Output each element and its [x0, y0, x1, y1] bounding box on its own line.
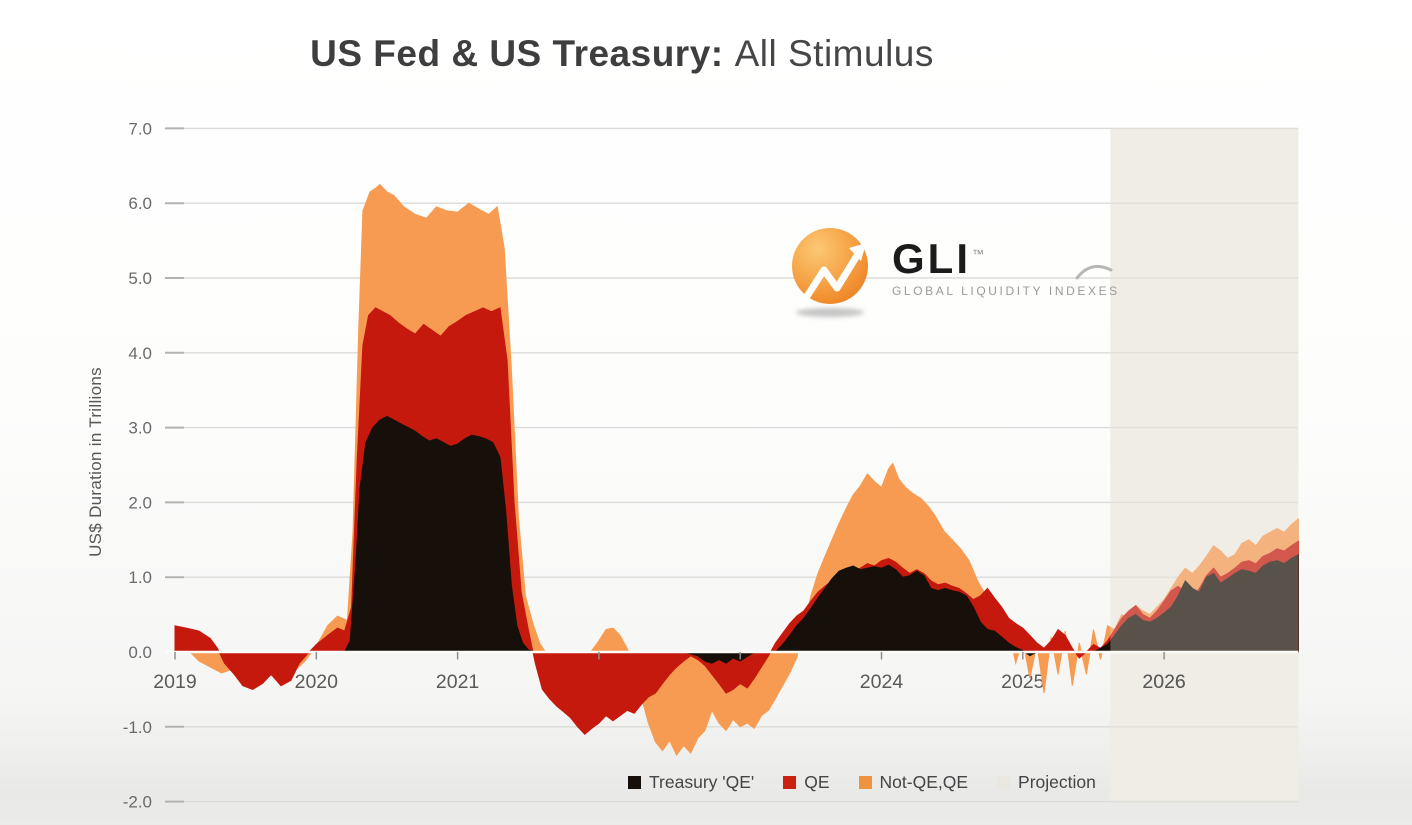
y-tick-label: 2.0: [128, 493, 152, 512]
logo-wordmark: GLI™: [892, 238, 1120, 280]
logo-text-block: GLI™ GLOBAL LIQUIDITY INDEXES: [892, 224, 1120, 299]
x-tick-label: 2019: [153, 671, 196, 693]
title-regular-part: All Stimulus: [734, 33, 934, 74]
legend-item-not-qe-qe: Not-QE,QE: [858, 772, 969, 793]
y-tick-label: 0.0: [128, 643, 152, 662]
area-series-treasury-qe: [175, 415, 1299, 664]
legend-label-treasury-qe: Treasury 'QE': [649, 772, 755, 792]
legend-swatch-not-qe-qe: [858, 776, 872, 789]
logo-orange-ball: [792, 228, 868, 304]
x-tick-label: 2025: [1001, 671, 1045, 693]
logo-subtitle: GLOBAL LIQUIDITY INDEXES: [892, 284, 1120, 298]
legend-label-not-qe-qe: Not-QE,QE: [879, 772, 969, 792]
legend-item-projection: Projection: [997, 772, 1096, 793]
x-tick-label: 2026: [1142, 671, 1185, 693]
x-tick-label: 2020: [295, 671, 339, 693]
x-tick-label: 2026: [1142, 671, 1185, 693]
y-tick-label: -1.0: [123, 718, 152, 737]
y-tick-label: 4.0: [128, 344, 152, 363]
legend-item-treasury-qe: Treasury 'QE': [628, 772, 754, 793]
projection-band: [1110, 128, 1299, 802]
logo-arrow-icon: [798, 243, 866, 308]
y-tick-label: -2.0: [123, 793, 152, 812]
y-axis-title: US$ Duration in Trillions: [86, 367, 105, 557]
y-tick-label: 5.0: [128, 269, 152, 288]
gli-logo: GLI™ GLOBAL LIQUIDITY INDEXES: [786, 224, 1120, 320]
legend-swatch-qe: [783, 776, 797, 789]
logo-swoosh-icon: [1075, 264, 1113, 280]
title-bold-part: US Fed & US Treasury:: [310, 33, 724, 74]
gli-logo-sphere-icon: [786, 224, 878, 320]
y-tick-label: 3.0: [128, 419, 152, 438]
logo-tm: ™: [972, 247, 987, 261]
chart-legend: Treasury 'QE' QE Not-QE,QE Projection: [628, 772, 1096, 793]
y-tick-label: 1.0: [128, 568, 152, 587]
projection-overlay: [1110, 128, 1299, 802]
logo-shadow: [796, 308, 864, 317]
logo-name-text: GLI: [892, 235, 971, 282]
y-tick-label: 6.0: [128, 194, 152, 213]
x-tick-label: 2024: [860, 671, 904, 693]
legend-swatch-projection: [997, 776, 1011, 789]
legend-swatch-treasury-qe: [628, 776, 641, 789]
legend-label-projection: Projection: [1018, 772, 1096, 792]
x-tick-label: 2021: [436, 671, 479, 693]
legend-label-qe: QE: [804, 772, 830, 792]
legend-item-qe: QE: [783, 772, 830, 793]
page-title: US Fed & US Treasury: All Stimulus: [0, 33, 1244, 75]
y-tick-label: 7.0: [128, 119, 152, 138]
